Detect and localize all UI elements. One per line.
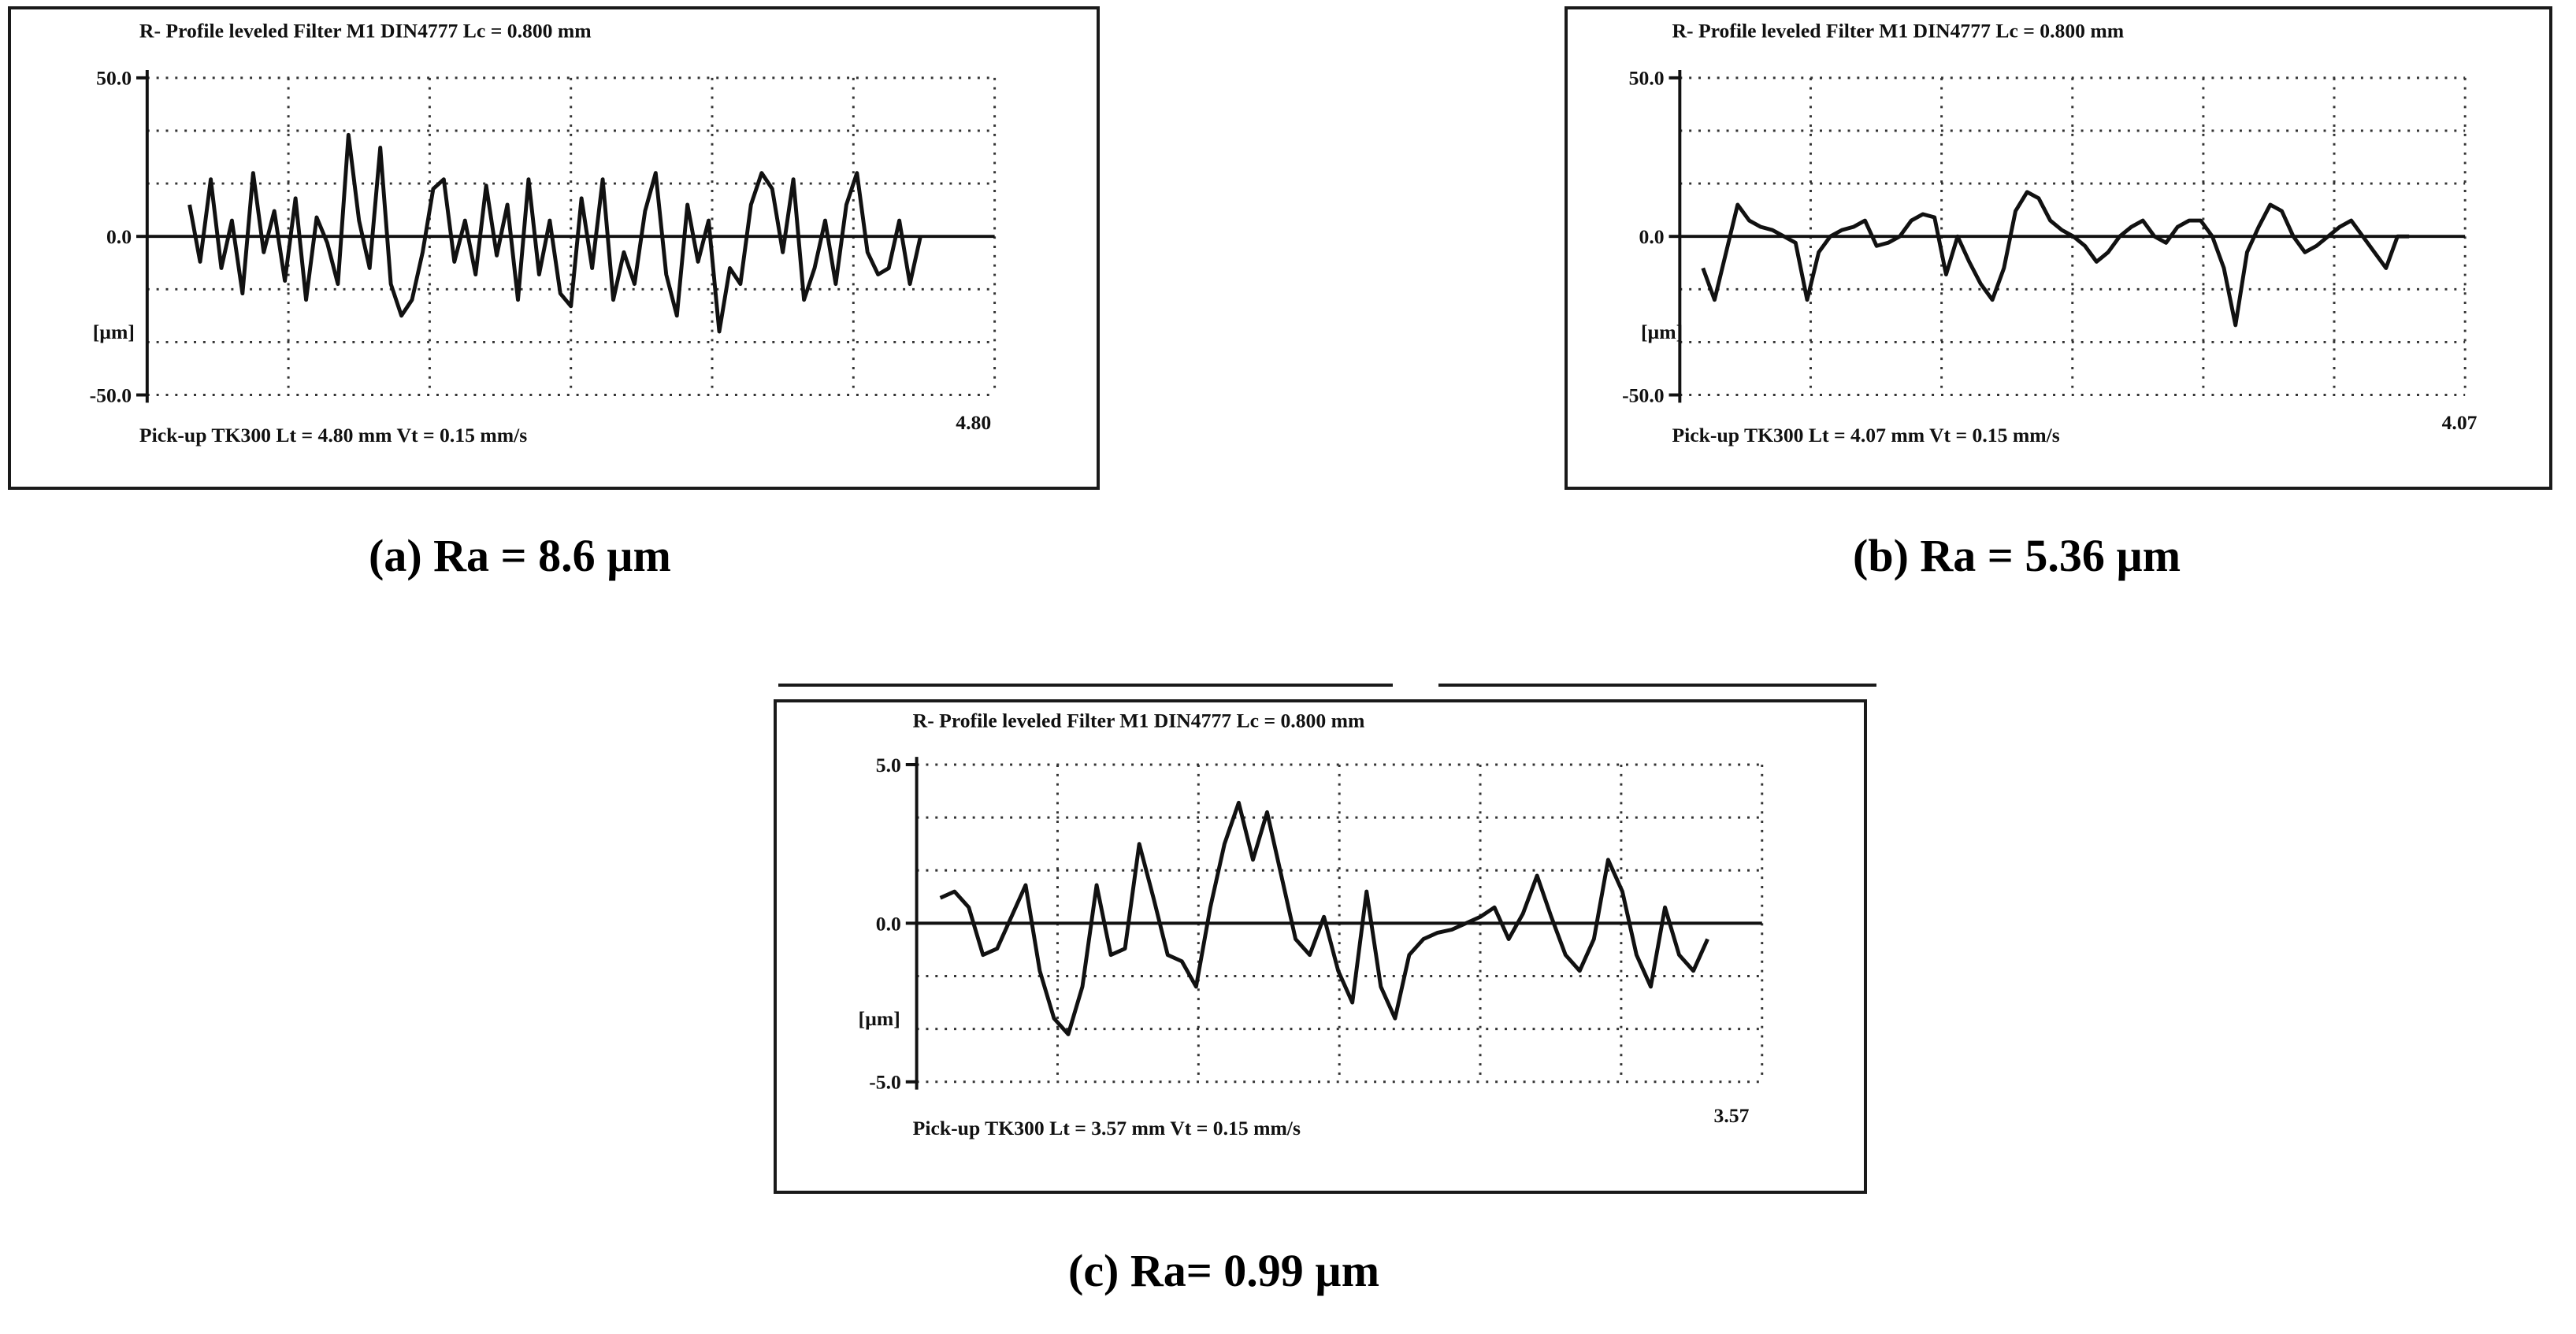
chart-header: R- Profile leveled Filter M1 DIN4777 Lc … xyxy=(139,20,592,43)
y-tick-label: 0.0 xyxy=(1639,225,1665,248)
y-tick-label: -50.0 xyxy=(90,384,132,406)
y-tick-label: 50.0 xyxy=(96,67,132,90)
profile-line xyxy=(187,132,922,334)
x-end-label: 3.57 xyxy=(1714,1104,1750,1127)
caption-c: (c) Ra= 0.99 µm xyxy=(1068,1245,1380,1296)
chart-header: R- Profile leveled Filter M1 DIN4777 Lc … xyxy=(1672,20,2124,43)
y-axis-label: [µm] xyxy=(93,321,135,343)
profile-chart-a: R- Profile leveled Filter M1 DIN4777 Lc … xyxy=(8,6,1100,490)
chart-footer: Pick-up TK300 Lt = 3.57 mm Vt = 0.15 mm/… xyxy=(913,1117,1301,1139)
y-axis-label: [µm] xyxy=(1641,321,1683,343)
y-tick-label: 0.0 xyxy=(876,912,901,935)
profile-chart-b: R- Profile leveled Filter M1 DIN4777 Lc … xyxy=(1565,6,2552,490)
y-tick-label: 50.0 xyxy=(1629,67,1665,90)
decorative-rule xyxy=(778,684,1393,687)
y-tick-label: -5.0 xyxy=(869,1071,901,1094)
x-end-label: 4.07 xyxy=(2442,411,2478,434)
chart-svg-c: R- Profile leveled Filter M1 DIN4777 Lc … xyxy=(859,710,1764,1139)
profile-line xyxy=(1701,190,2410,328)
caption-a: (a) Ra = 8.6 µm xyxy=(369,530,671,581)
chart-header: R- Profile leveled Filter M1 DIN4777 Lc … xyxy=(913,710,1365,732)
decorative-rule xyxy=(1438,684,1876,687)
chart-footer: Pick-up TK300 Lt = 4.80 mm Vt = 0.15 mm/… xyxy=(139,424,527,447)
chart-svg-b: R- Profile leveled Filter M1 DIN4777 Lc … xyxy=(1622,20,2478,447)
caption-b: (b) Ra = 5.36 µm xyxy=(1853,530,2181,581)
chart-svg-a: R- Profile leveled Filter M1 DIN4777 Lc … xyxy=(90,20,997,447)
profile-chart-c: R- Profile leveled Filter M1 DIN4777 Lc … xyxy=(774,699,1867,1194)
profile-line xyxy=(939,800,1709,1036)
chart-footer: Pick-up TK300 Lt = 4.07 mm Vt = 0.15 mm/… xyxy=(1672,424,2059,447)
y-tick-label: -50.0 xyxy=(1622,384,1664,406)
x-end-label: 4.80 xyxy=(956,411,991,434)
y-tick-label: 5.0 xyxy=(876,754,901,776)
y-axis-label: [µm] xyxy=(859,1007,900,1030)
y-tick-label: 0.0 xyxy=(106,225,132,248)
